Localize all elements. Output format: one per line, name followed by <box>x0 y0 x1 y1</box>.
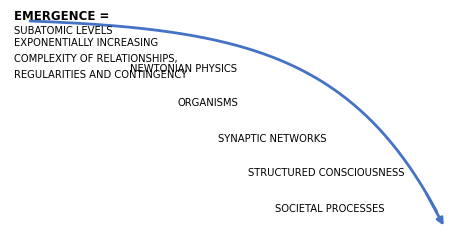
Text: COMPLEXITY OF RELATIONSHIPS,: COMPLEXITY OF RELATIONSHIPS, <box>14 54 178 64</box>
Text: EXPONENTIALLY INCREASING: EXPONENTIALLY INCREASING <box>14 38 158 48</box>
Text: SOCIETAL PROCESSES: SOCIETAL PROCESSES <box>275 204 384 214</box>
Text: SUBATOMIC LEVELS: SUBATOMIC LEVELS <box>14 26 112 36</box>
Text: REGULARITIES AND CONTINGENCY: REGULARITIES AND CONTINGENCY <box>14 70 187 80</box>
Text: STRUCTURED CONSCIOUSNESS: STRUCTURED CONSCIOUSNESS <box>248 168 404 178</box>
Text: EMERGENCE =: EMERGENCE = <box>14 10 109 23</box>
Text: ORGANISMS: ORGANISMS <box>178 98 239 108</box>
Text: SYNAPTIC NETWORKS: SYNAPTIC NETWORKS <box>218 134 327 144</box>
Text: NEWTONIAN PHYSICS: NEWTONIAN PHYSICS <box>130 64 237 74</box>
